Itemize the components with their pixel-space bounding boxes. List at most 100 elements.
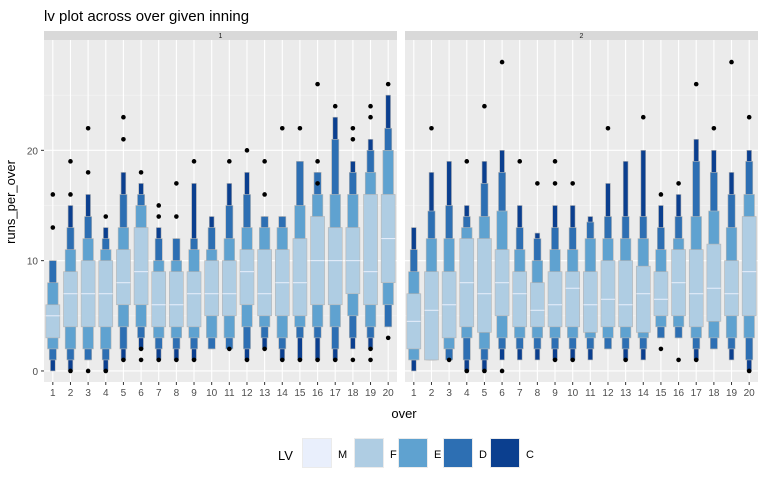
outlier-point (227, 159, 232, 164)
outlier-point (464, 368, 470, 374)
lv-box-F (239, 249, 255, 306)
outlier-point (68, 192, 73, 197)
outlier-point (262, 159, 267, 164)
x-tick-label: 7 (156, 388, 162, 399)
lv-box-F (547, 271, 563, 328)
x-tick-label: 14 (277, 388, 289, 399)
legend-entry-D: D (443, 438, 487, 468)
lv-box-over-13 (257, 159, 272, 352)
lv-box-over-17 (327, 103, 343, 363)
x-tick-label: 8 (535, 388, 541, 399)
x-tick-label: 7 (517, 388, 523, 399)
facet-strip-label: 2 (580, 33, 584, 40)
lv-box-over-18 (345, 125, 361, 363)
lv-box-over-1 (45, 192, 61, 372)
x-axis-label: over (391, 406, 417, 421)
x-tick-label: 3 (446, 388, 452, 399)
lv-box-over-6 (133, 170, 149, 363)
lv-box-F (530, 282, 545, 328)
outlier-point (68, 159, 73, 164)
x-tick-label: 3 (85, 388, 91, 399)
outlier-point (746, 114, 752, 120)
lv-box-over-8 (530, 181, 545, 361)
lv-box-F (724, 260, 739, 317)
legend-entry-F: F (354, 438, 397, 468)
lv-box-F (583, 271, 598, 333)
legend-label: M (338, 449, 347, 461)
outlier-point (711, 125, 717, 131)
lv-box-over-16 (310, 81, 325, 363)
x-tick-label: 15 (655, 388, 667, 399)
outlier-point (138, 346, 144, 352)
lv-box-over-20 (380, 81, 396, 341)
x-tick-label: 19 (365, 388, 377, 399)
legend-label: D (479, 449, 487, 461)
lv-box-over-19 (724, 59, 739, 361)
outlier-point (350, 125, 356, 131)
outlier-point (658, 346, 664, 352)
lv-box-over-3 (80, 125, 96, 374)
outlier-point (368, 114, 373, 120)
x-tick-label: 20 (383, 388, 395, 399)
lv-box-F (116, 249, 131, 306)
outlier-point (676, 357, 681, 363)
lv-box-F (169, 271, 184, 328)
outlier-point (658, 192, 664, 197)
outlier-point (50, 225, 56, 230)
outlier-point (385, 335, 391, 341)
outlier-point (499, 368, 505, 374)
lv-box-F (600, 260, 616, 328)
outlier-point (368, 357, 373, 363)
lv-box-over-20 (741, 114, 757, 374)
lv-box-over-5 (116, 114, 131, 363)
lv-box-F (653, 271, 669, 317)
lv-box-over-11 (222, 159, 237, 352)
outlier-point (385, 81, 391, 87)
panel-background (44, 40, 397, 382)
legend-entry-M: M (302, 438, 347, 468)
x-tick-label: 11 (224, 388, 235, 399)
facet-strip-label: 1 (219, 33, 223, 40)
outlier-point (315, 357, 320, 363)
lv-box-F (477, 238, 492, 333)
x-tick-label: 13 (620, 388, 632, 399)
x-tick-label: 18 (708, 388, 720, 399)
lv-box-over-11 (583, 216, 598, 361)
lv-box-over-2 (424, 125, 439, 361)
lv-box-F (424, 271, 439, 361)
x-tick-label: 5 (121, 388, 127, 399)
legend-title: LV (278, 448, 293, 463)
y-axis: 0 10 20 (27, 146, 44, 378)
facet-panel-1: 11 2 3 4 5 6 7 8 9 10 11 12 13 14 15 16 17 18 19 20 (44, 31, 397, 399)
outlier-point (85, 170, 91, 175)
lv-box-over-5 (477, 103, 492, 374)
x-tick-label: 4 (103, 388, 109, 399)
outlier-point (350, 136, 356, 142)
lv-box-over-9 (186, 159, 202, 363)
lv-box-F (565, 271, 580, 328)
outlier-point (693, 357, 699, 363)
outlier-point (121, 357, 126, 363)
lv-box-over-14 (274, 125, 290, 363)
outlier-point (121, 136, 126, 142)
outlier-point (174, 357, 179, 363)
lv-box-over-12 (239, 148, 255, 363)
outlier-point (156, 357, 162, 363)
lv-box-F (363, 194, 378, 306)
outlier-point (368, 346, 373, 352)
outlier-point (138, 170, 144, 175)
legend-swatch (491, 439, 519, 467)
x-tick-label: 8 (174, 388, 180, 399)
x-tick-label: 14 (638, 388, 650, 399)
outlier-point (262, 346, 267, 352)
x-tick-label: 16 (673, 388, 685, 399)
outlier-point (693, 81, 699, 87)
lv-box-F (45, 304, 61, 339)
lv-box-over-18 (706, 125, 722, 350)
outlier-point (570, 357, 575, 363)
outlier-point (174, 214, 179, 219)
lv-box-over-12 (600, 125, 616, 350)
legend-label: F (390, 449, 397, 461)
lv-box-F (512, 271, 528, 328)
lv-box-F (292, 238, 308, 317)
